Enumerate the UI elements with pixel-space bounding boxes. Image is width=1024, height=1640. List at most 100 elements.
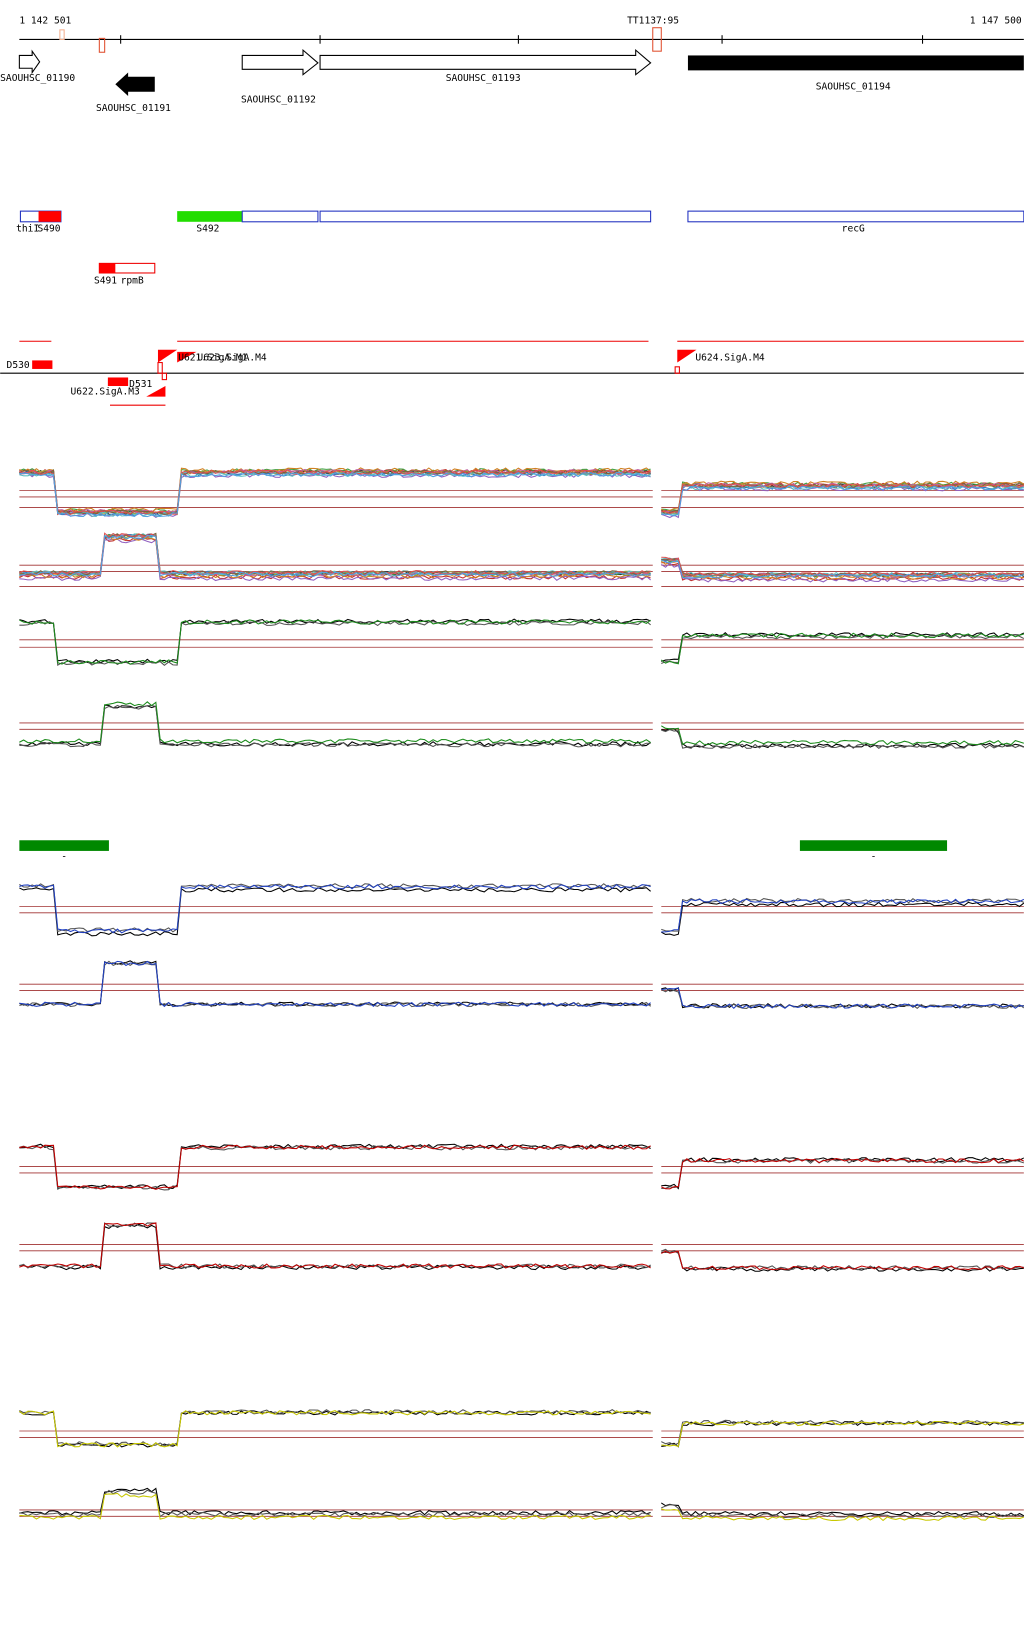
terminator <box>98 37 106 53</box>
promoter-label: U622.SigA.M3 <box>71 387 140 398</box>
feature-label: S492 <box>196 223 219 234</box>
gene-label: SAOUHSC_01191 <box>96 103 171 114</box>
track-line <box>660 632 1024 665</box>
genes: SAOUHSC_01190 SAOUHSC_01191 SAOUHSC_0119… <box>0 48 1024 114</box>
track-line <box>661 1157 1024 1190</box>
track-line <box>19 469 651 516</box>
feature-label: rpmB <box>121 276 144 287</box>
track-line <box>661 898 1024 933</box>
feature-label: S490 <box>37 223 60 234</box>
promoter-label: D530 <box>7 360 30 371</box>
track-line <box>661 987 1024 1009</box>
gene-arrow <box>241 48 319 76</box>
track-line <box>661 1420 1024 1448</box>
gene-label: SAOUHSC_01192 <box>241 94 316 105</box>
promoter-label: U621.SigA.M1 <box>178 352 247 363</box>
track-line <box>19 884 651 934</box>
track-line <box>19 1222 651 1269</box>
track-line <box>661 1248 1024 1271</box>
ruler-marker: TT1137:95 <box>627 15 679 26</box>
track-line <box>19 1223 651 1271</box>
track-line <box>661 728 1024 749</box>
track-line <box>19 704 651 747</box>
terminator <box>59 29 65 40</box>
track-line <box>660 562 1024 583</box>
track-line <box>19 1410 651 1448</box>
ruler: 1 142 501 TT1137:95 1 147 500 <box>19 15 1024 53</box>
track-line <box>661 1250 1024 1271</box>
promoter-box <box>107 377 129 387</box>
track-line <box>19 471 651 517</box>
track-line <box>661 1504 1024 1519</box>
track-line <box>19 618 651 664</box>
gene-label: SAOUHSC_01193 <box>446 73 521 84</box>
track-line <box>19 471 651 518</box>
track-line <box>661 482 1024 515</box>
feature-box <box>177 211 243 222</box>
track-line <box>19 1144 651 1190</box>
gene-box <box>687 55 1024 71</box>
gene-arrow <box>18 49 41 75</box>
track-line <box>19 704 651 748</box>
feature-box <box>241 210 319 223</box>
track-line <box>661 558 1024 578</box>
gene-arrow <box>319 48 652 76</box>
track-line <box>661 725 1024 746</box>
track-line <box>661 901 1024 936</box>
track-line <box>19 1222 651 1269</box>
track-line <box>19 960 651 1008</box>
promoters: D530 U621.SigA.M1 U623.SigA.M4 U624.SigA… <box>0 340 1024 406</box>
track-line <box>661 634 1024 664</box>
track-line <box>661 1420 1024 1448</box>
track-line <box>19 535 651 579</box>
region-label: - <box>871 851 877 862</box>
feature-label: thiI <box>16 223 39 234</box>
track-line <box>661 1158 1024 1190</box>
feature-box <box>687 210 1024 223</box>
feature-label: S491 <box>94 276 117 287</box>
features: thiI S490 S492 recG S491 rpmB <box>16 210 1024 287</box>
feature-box <box>319 210 652 223</box>
track-line <box>661 1502 1024 1517</box>
track-line <box>19 960 651 1008</box>
promoter-box <box>32 360 53 369</box>
track-line <box>19 1145 651 1191</box>
terminator <box>652 27 662 52</box>
track-line <box>19 1410 651 1448</box>
track-line <box>19 1489 651 1518</box>
track-line <box>19 619 651 665</box>
track-line <box>661 559 1024 579</box>
feature-box <box>99 263 116 273</box>
promoter-label: U624.SigA.M4 <box>695 352 764 363</box>
expression-tracks <box>19 467 1024 1522</box>
region-bar <box>19 840 109 851</box>
track-line <box>19 1487 651 1516</box>
track-line <box>661 485 1024 517</box>
regions: - - <box>19 840 948 862</box>
track-line <box>19 960 651 1007</box>
promoter-label: U623.SigA.M4 <box>197 352 266 363</box>
gene-label: SAOUHSC_01194 <box>816 82 891 93</box>
track-line <box>661 486 1024 519</box>
feature-box <box>38 211 61 222</box>
promoter-label: D531 <box>129 379 152 390</box>
ruler-start: 1 142 501 <box>19 15 71 26</box>
track-line <box>19 1492 651 1521</box>
feature-label: recG <box>842 223 865 234</box>
track-line <box>19 620 651 667</box>
region-label: - <box>61 851 67 862</box>
track-line <box>19 887 651 937</box>
track-line <box>19 534 651 578</box>
ruler-end: 1 147 500 <box>970 15 1022 26</box>
track-line <box>661 897 1024 932</box>
track-line <box>661 560 1024 581</box>
track-line <box>19 701 651 744</box>
track-line <box>19 883 651 933</box>
gene-arrow <box>115 72 155 96</box>
track-line <box>19 1409 651 1447</box>
track-line <box>661 1508 1024 1522</box>
track-line <box>661 729 1024 750</box>
gene-label: SAOUHSC_01190 <box>0 73 75 84</box>
track-line <box>661 480 1024 512</box>
